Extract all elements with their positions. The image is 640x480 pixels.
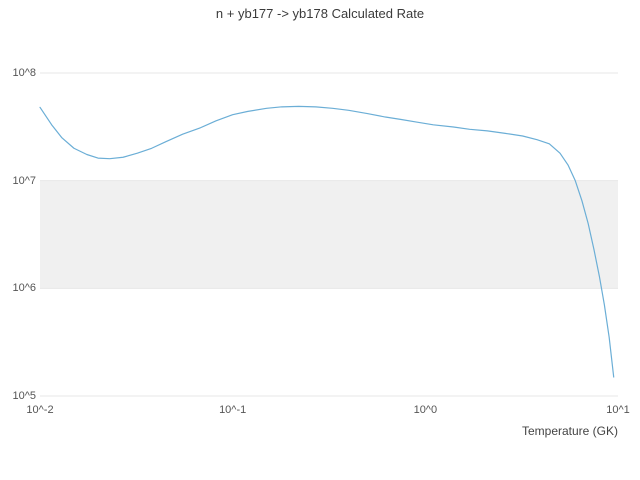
y-tick-label: 10^5 (12, 390, 36, 402)
x-tick-label: 10^-1 (219, 404, 247, 416)
shaded-band (40, 180, 618, 289)
chart-title: n + yb177 -> yb178 Calculated Rate (215, 6, 425, 21)
x-tick-label: 10^-2 (26, 404, 54, 416)
y-tick-label: 10^7 (12, 174, 36, 187)
y-tick-label: 10^6 (12, 282, 36, 295)
rate-line-series (39, 105, 615, 378)
y-tick-label: 10^8 (12, 67, 36, 79)
x-tick-label: 10^0 (413, 404, 438, 416)
x-tick-label: 10^1 (606, 404, 630, 416)
x-axis-label: Temperature (GK) (521, 424, 618, 438)
grid-lines (40, 72, 618, 397)
